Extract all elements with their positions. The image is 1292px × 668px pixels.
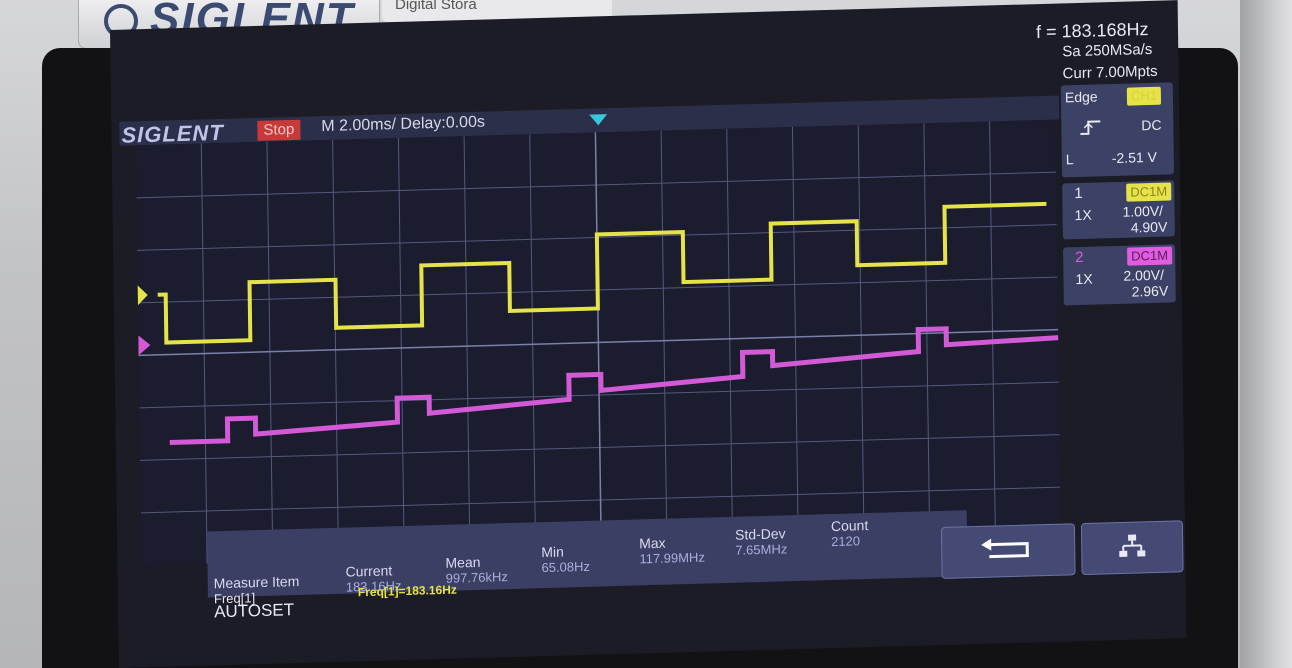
channel-1-number: 1 xyxy=(1074,184,1083,203)
max-value: 117.99MHz xyxy=(639,549,705,567)
run-stop-badge[interactable]: Stop xyxy=(257,119,301,141)
mean-header: Mean xyxy=(445,553,481,571)
casing-side-panel xyxy=(1240,0,1292,668)
model-label: Digital Stora xyxy=(395,0,477,13)
model-plate xyxy=(382,0,612,22)
std-dev-header: Std-Dev xyxy=(734,525,786,543)
rising-edge-icon xyxy=(1079,118,1101,140)
frequency-readout: Freq[1]=183.16Hz xyxy=(357,582,457,600)
trigger-coupling: DC xyxy=(1141,116,1162,134)
channel-2-coupling: DC1M xyxy=(1127,246,1173,266)
trigger-panel[interactable]: Edge CH1 DC L -2.51 V xyxy=(1060,82,1175,178)
memory-depth: Curr 7.00Mpts xyxy=(1062,62,1158,83)
trigger-level: -2.51 V xyxy=(1111,148,1158,167)
lcd-display: SIGLENT Stop M 2.00ms/ Delay:0.00s f = 1… xyxy=(110,0,1187,668)
trigger-source: CH1 xyxy=(1126,86,1162,106)
measure-item-header: Measure Item xyxy=(213,572,300,592)
current-header: Current xyxy=(345,562,393,580)
channel-1-offset: 4.90V xyxy=(1130,218,1168,236)
autoset-softkey[interactable]: AUTOSET xyxy=(213,600,295,622)
trigger-position-marker-icon xyxy=(589,114,608,126)
graticule-center-axes xyxy=(138,132,1059,553)
channel-2-trace xyxy=(169,326,1059,445)
channel-2-probe: 1X xyxy=(1075,270,1093,288)
channel-1-ground-marker-icon xyxy=(137,285,148,306)
channel-2-scale: 2.00V/ xyxy=(1123,266,1165,284)
count-header: Count xyxy=(830,517,869,535)
channel-2-number: 2 xyxy=(1075,248,1084,267)
network-button[interactable] xyxy=(1080,520,1184,576)
channel-2-offset: 2.96V xyxy=(1131,282,1169,300)
count-value: 2120 xyxy=(831,533,861,550)
sample-rate: Sa 250MSa/s xyxy=(1062,40,1153,61)
channel-1-scale: 1.00V/ xyxy=(1122,202,1164,220)
min-value: 65.08Hz xyxy=(541,558,591,576)
channel-1-panel[interactable]: 1 DC1M 1X 1.00V/ 4.90V xyxy=(1062,180,1175,240)
back-button[interactable] xyxy=(940,523,1076,579)
waveform-area[interactable] xyxy=(135,119,1062,566)
channel-2-ground-marker-icon xyxy=(138,335,151,356)
channel-1-coupling: DC1M xyxy=(1126,182,1172,202)
max-header: Max xyxy=(639,534,666,552)
channel-1-trace xyxy=(157,201,1047,345)
return-arrow-icon xyxy=(979,535,1037,568)
channel-1-probe: 1X xyxy=(1074,206,1092,224)
std-dev-value: 7.65MHz xyxy=(735,541,788,558)
channel-2-panel[interactable]: 2 DC1M 1X 2.00V/ 2.96V xyxy=(1063,244,1176,306)
min-header: Min xyxy=(541,543,564,561)
trigger-type: Edge xyxy=(1064,88,1098,106)
network-icon xyxy=(1117,532,1147,564)
trigger-level-label: L xyxy=(1065,151,1074,168)
frequency-counter: f = 183.168Hz xyxy=(1035,19,1149,43)
